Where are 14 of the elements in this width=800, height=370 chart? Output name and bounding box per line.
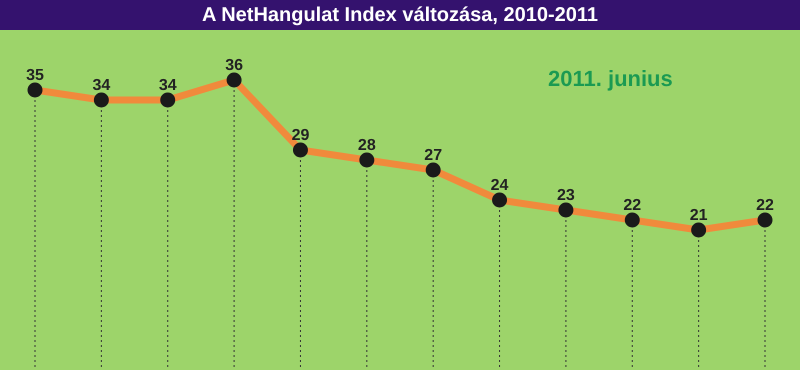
data-label: 29 — [292, 127, 310, 144]
data-label: 27 — [424, 147, 442, 164]
chart-title: A NetHangulat Index változása, 2010-2011 — [0, 0, 800, 30]
data-label: 24 — [490, 177, 509, 194]
data-label: 23 — [557, 187, 575, 204]
data-label: 36 — [225, 57, 244, 74]
data-label: 35 — [26, 67, 44, 84]
data-label: 22 — [756, 197, 774, 214]
data-label: 28 — [358, 137, 376, 154]
data-label: 22 — [623, 197, 642, 214]
data-label: 34 — [158, 77, 177, 94]
annotation: 2011. junius — [548, 66, 673, 92]
data-label: 21 — [690, 207, 708, 224]
data-label: 34 — [92, 77, 110, 94]
